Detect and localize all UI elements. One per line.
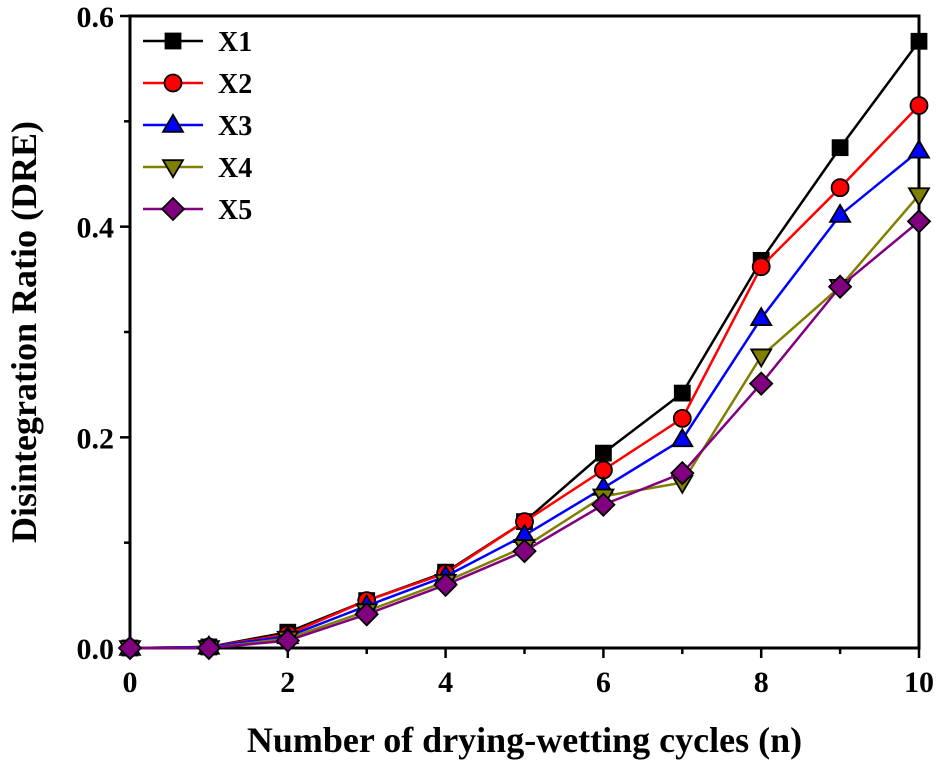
data-point-x5 [117, 635, 143, 661]
x-axis-title: Number of drying-wetting cycles (n) [247, 720, 802, 760]
data-point-x2 [751, 257, 771, 277]
data-point-x5 [748, 371, 774, 396]
legend-marker [163, 73, 183, 93]
y-tick-label: 0.2 [77, 422, 115, 455]
series-line-x4 [130, 194, 920, 650]
data-point-x4 [907, 187, 931, 208]
x-tick-label: 6 [596, 666, 611, 699]
data-point-x5 [591, 492, 616, 518]
data-point-x2 [672, 408, 692, 428]
legend-marker [161, 159, 185, 179]
y-tick-label: 0.4 [77, 212, 115, 245]
data-point-x5 [670, 460, 695, 486]
data-point-x5 [275, 628, 301, 653]
legend-item-x5: X5 [143, 195, 252, 226]
legend-label: X4 [218, 153, 252, 184]
legend-marker [160, 196, 186, 222]
axes: 0 2 4 6 8 10 0.0 0.2 0.4 0.6 [77, 1, 935, 699]
data-point-x3 [828, 203, 852, 223]
series-x5 [117, 209, 932, 661]
y-tick-label: 0.0 [77, 633, 115, 666]
data-point-x5 [196, 635, 222, 661]
data-point-x1 [673, 384, 691, 402]
x-tick-label: 4 [438, 666, 453, 699]
x-tick-label: 0 [123, 666, 138, 699]
data-point-x1 [910, 32, 928, 50]
legend-item-x4: X4 [143, 153, 252, 184]
data-point-x3 [670, 427, 694, 448]
data-point-x5 [906, 209, 932, 234]
data-point-x2 [909, 96, 929, 115]
series-layer [117, 32, 932, 661]
data-point-x5 [433, 572, 458, 598]
data-point-x5 [827, 274, 853, 299]
legend-item-x3: X3 [143, 111, 252, 142]
legend: X1 X2 X3 X4 X5 [143, 27, 252, 226]
legend-label: X5 [218, 195, 252, 226]
legend-item-x2: X2 [143, 69, 252, 100]
data-point-x1 [831, 139, 849, 157]
legend-item-x1: X1 [143, 27, 252, 58]
y-axis-title: Disintegration Ratio (DRE) [4, 121, 44, 543]
data-point-x1 [595, 444, 612, 462]
data-point-x5 [512, 538, 537, 564]
legend-label: X3 [218, 111, 252, 142]
x-tick-label: 2 [280, 666, 295, 699]
legend-marker [161, 113, 185, 133]
data-point-x3 [907, 138, 931, 159]
data-point-x2 [830, 178, 850, 198]
data-point-x5 [354, 602, 379, 627]
data-point-x4 [749, 348, 773, 369]
legend-label: X1 [218, 27, 252, 58]
data-point-x3 [749, 306, 773, 327]
x-tick-label: 10 [904, 666, 934, 699]
series-line-x5 [130, 220, 920, 650]
y-tick-label: 0.6 [77, 1, 115, 34]
legend-label: X2 [218, 69, 252, 100]
legend-marker [164, 32, 182, 50]
series-line-x2 [129, 104, 920, 650]
x-tick-label: 8 [754, 666, 769, 699]
